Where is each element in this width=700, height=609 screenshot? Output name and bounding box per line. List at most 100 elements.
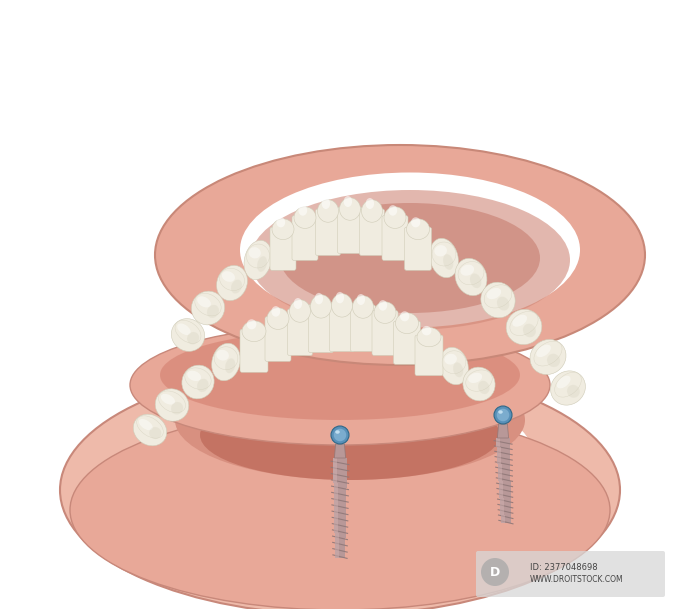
Ellipse shape — [188, 371, 201, 381]
Ellipse shape — [411, 217, 420, 227]
Ellipse shape — [294, 298, 302, 309]
FancyBboxPatch shape — [270, 227, 296, 270]
Text: ID: 2377048698: ID: 2377048698 — [530, 563, 598, 572]
Ellipse shape — [175, 320, 201, 343]
Ellipse shape — [195, 294, 221, 316]
Ellipse shape — [187, 332, 199, 345]
Ellipse shape — [461, 265, 474, 276]
Ellipse shape — [400, 311, 410, 322]
Ellipse shape — [240, 172, 580, 328]
Polygon shape — [500, 510, 504, 515]
Ellipse shape — [389, 205, 397, 216]
Polygon shape — [500, 506, 504, 510]
Ellipse shape — [311, 295, 332, 318]
Ellipse shape — [510, 311, 538, 336]
Ellipse shape — [478, 381, 489, 394]
Polygon shape — [334, 503, 346, 508]
FancyBboxPatch shape — [415, 335, 443, 376]
Ellipse shape — [149, 427, 161, 439]
FancyBboxPatch shape — [476, 551, 665, 597]
Ellipse shape — [357, 294, 365, 305]
Polygon shape — [333, 483, 346, 488]
Ellipse shape — [155, 389, 189, 421]
Ellipse shape — [468, 373, 482, 383]
Ellipse shape — [395, 313, 419, 334]
Polygon shape — [500, 515, 505, 519]
Polygon shape — [335, 543, 345, 548]
Polygon shape — [497, 455, 510, 459]
Ellipse shape — [171, 402, 183, 415]
Ellipse shape — [340, 198, 360, 220]
Polygon shape — [334, 518, 338, 523]
Ellipse shape — [197, 379, 209, 392]
Polygon shape — [335, 553, 345, 558]
Ellipse shape — [344, 196, 352, 207]
Polygon shape — [334, 488, 346, 493]
Ellipse shape — [506, 309, 542, 345]
Polygon shape — [499, 493, 503, 498]
Polygon shape — [500, 519, 511, 523]
Ellipse shape — [244, 241, 272, 280]
Polygon shape — [496, 438, 510, 442]
FancyBboxPatch shape — [405, 227, 431, 270]
Ellipse shape — [470, 273, 482, 288]
Ellipse shape — [246, 244, 270, 268]
Polygon shape — [496, 442, 500, 446]
Polygon shape — [335, 528, 338, 533]
Polygon shape — [333, 458, 347, 463]
Ellipse shape — [407, 219, 430, 239]
Ellipse shape — [365, 198, 374, 209]
Ellipse shape — [214, 347, 238, 370]
Text: D: D — [490, 566, 500, 579]
Polygon shape — [335, 538, 345, 543]
Ellipse shape — [435, 245, 447, 256]
Polygon shape — [496, 438, 500, 442]
Ellipse shape — [290, 300, 311, 322]
FancyBboxPatch shape — [337, 207, 363, 253]
Ellipse shape — [220, 269, 244, 290]
Ellipse shape — [444, 354, 457, 365]
Ellipse shape — [255, 258, 455, 423]
Ellipse shape — [498, 410, 503, 414]
Ellipse shape — [250, 190, 570, 330]
Polygon shape — [497, 451, 510, 455]
Polygon shape — [335, 523, 346, 528]
FancyBboxPatch shape — [382, 216, 408, 261]
Polygon shape — [333, 478, 337, 483]
Ellipse shape — [182, 365, 214, 399]
Ellipse shape — [165, 380, 535, 540]
Polygon shape — [496, 442, 510, 446]
FancyBboxPatch shape — [360, 209, 384, 256]
Polygon shape — [498, 424, 508, 438]
Ellipse shape — [161, 394, 175, 404]
Ellipse shape — [554, 372, 581, 397]
Polygon shape — [335, 528, 346, 533]
Ellipse shape — [191, 291, 225, 325]
Polygon shape — [333, 458, 337, 463]
Polygon shape — [500, 510, 511, 515]
Ellipse shape — [185, 368, 211, 389]
Ellipse shape — [216, 350, 229, 361]
Polygon shape — [498, 476, 503, 481]
Ellipse shape — [280, 203, 540, 313]
Ellipse shape — [248, 247, 261, 258]
Text: WWW.DROITSTOCK.COM: WWW.DROITSTOCK.COM — [530, 575, 624, 584]
Polygon shape — [499, 489, 510, 493]
Polygon shape — [498, 463, 501, 468]
Ellipse shape — [133, 414, 167, 446]
Ellipse shape — [272, 306, 280, 317]
Polygon shape — [498, 472, 510, 476]
FancyBboxPatch shape — [316, 209, 340, 256]
Ellipse shape — [567, 385, 580, 398]
Polygon shape — [335, 548, 339, 553]
Polygon shape — [334, 513, 346, 518]
FancyBboxPatch shape — [292, 216, 318, 261]
Polygon shape — [333, 478, 346, 483]
Ellipse shape — [216, 266, 248, 301]
Polygon shape — [498, 463, 510, 468]
Ellipse shape — [322, 198, 330, 209]
Ellipse shape — [374, 302, 396, 323]
Ellipse shape — [160, 330, 520, 420]
Polygon shape — [498, 468, 502, 472]
Ellipse shape — [231, 280, 242, 294]
